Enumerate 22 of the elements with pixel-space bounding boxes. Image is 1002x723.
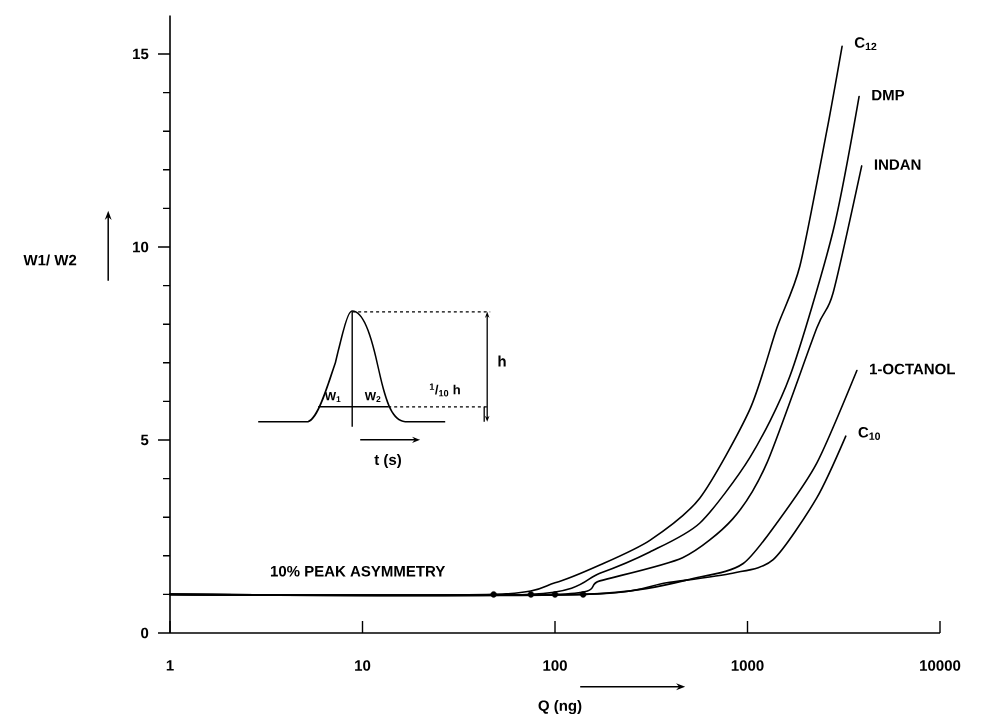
y-tick-label: 10 bbox=[133, 241, 149, 253]
y-tick-label: 5 bbox=[140, 434, 149, 446]
x-tick-label: 10 bbox=[355, 660, 371, 671]
x-tick-label: 10000 bbox=[920, 660, 961, 671]
x-tick-label: 1000 bbox=[731, 660, 764, 671]
x-axis-title: Q (ng) bbox=[538, 699, 582, 715]
y-axis-title: W1/ W2 bbox=[23, 254, 77, 266]
annotation: W$_{2}$ bbox=[364, 391, 381, 403]
annotation: W$_{1}$ bbox=[324, 391, 341, 403]
x-tick-label: 100 bbox=[543, 660, 567, 671]
series-label: INDAN bbox=[874, 159, 921, 170]
series-label: 1-OCTANOL bbox=[870, 363, 955, 375]
annotation: $^{1}$/$_{10}$ h bbox=[429, 383, 460, 397]
y-tick-label: 0 bbox=[141, 627, 149, 639]
x-tick-label: 1 bbox=[166, 660, 174, 671]
y-tick-label: 15 bbox=[133, 48, 149, 60]
annotation: t (s) bbox=[374, 454, 401, 468]
annotation: h bbox=[498, 355, 506, 367]
series-label: DMP bbox=[872, 89, 905, 101]
series-label: C$_{12}$ bbox=[854, 37, 877, 51]
annotation: 10% PEAK ASYMMETRY bbox=[270, 565, 446, 577]
series-label: C$_{10}$ bbox=[858, 426, 881, 440]
